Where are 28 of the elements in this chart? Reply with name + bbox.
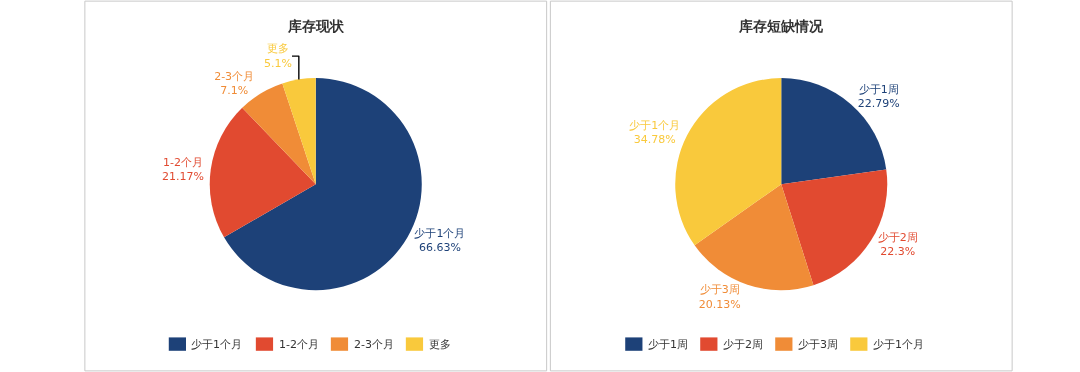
- slice-label: 2-3个月: [214, 69, 255, 83]
- legend-label: 少于1个月: [191, 338, 242, 351]
- slice-label: 少于1周: [858, 82, 899, 96]
- slice-label: 1-2个月: [162, 155, 203, 169]
- slice-label: 更多: [267, 42, 290, 56]
- slice-label: 少于2周: [877, 230, 918, 244]
- pie-slice: [209, 107, 316, 238]
- pie-slice: [282, 78, 316, 185]
- data-label: 20.13%: [698, 297, 741, 311]
- data-label: 22.3%: [880, 245, 916, 259]
- data-label: 34.78%: [633, 133, 676, 147]
- chart-title: 库存现状: [287, 18, 345, 34]
- legend-label: 少于2周: [723, 338, 763, 351]
- data-label: 66.63%: [418, 241, 461, 255]
- legend-label: 1-2个月: [279, 338, 319, 351]
- slice-label: 少于3周: [699, 283, 740, 297]
- data-label: 7.1%: [220, 84, 249, 98]
- data-label: 21.17%: [161, 169, 204, 183]
- legend-label: 更多: [429, 338, 451, 351]
- legend-label: 少于1周: [648, 338, 688, 351]
- slice-label: 少于1个月: [414, 226, 466, 240]
- legend-label: 2-3个月: [354, 338, 394, 351]
- slice-label: 少于1个月: [629, 118, 681, 132]
- data-label: 22.79%: [857, 97, 900, 111]
- legend-label: 少于1个月: [873, 338, 924, 351]
- data-label: 5.1%: [264, 56, 293, 70]
- legend-label: 少于3周: [798, 338, 838, 351]
- chart-title: 库存短缺情况: [738, 18, 824, 34]
